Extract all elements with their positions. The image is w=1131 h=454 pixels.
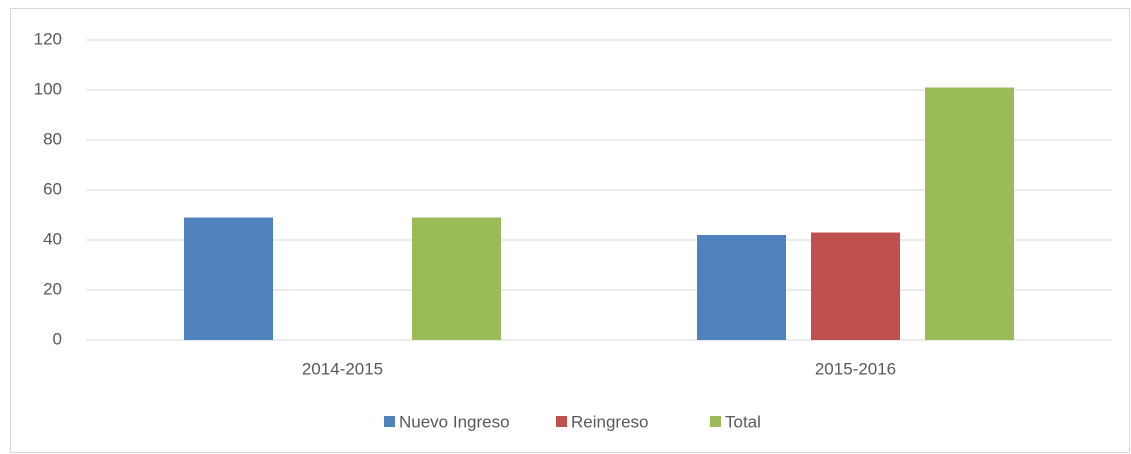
x-tick-label: 2015-2016 bbox=[815, 359, 896, 378]
bar bbox=[811, 232, 900, 340]
chart-frame bbox=[10, 8, 1130, 453]
bar bbox=[925, 87, 1014, 340]
legend-label: Nuevo Ingreso bbox=[399, 412, 510, 431]
legend-swatch bbox=[710, 416, 721, 427]
y-tick-label: 120 bbox=[34, 29, 62, 48]
y-tick-label: 0 bbox=[53, 329, 62, 348]
bar bbox=[412, 217, 501, 340]
legend-swatch bbox=[556, 416, 567, 427]
bar bbox=[697, 235, 786, 340]
y-tick-label: 80 bbox=[43, 129, 62, 148]
legend-label: Total bbox=[725, 412, 761, 431]
y-tick-label: 40 bbox=[43, 229, 62, 248]
x-tick-label: 2014-2015 bbox=[302, 359, 383, 378]
y-tick-label: 100 bbox=[34, 79, 62, 98]
y-tick-label: 20 bbox=[43, 279, 62, 298]
legend-label: Reingreso bbox=[571, 412, 649, 431]
legend-swatch bbox=[384, 416, 395, 427]
y-tick-label: 60 bbox=[43, 179, 62, 198]
bar bbox=[184, 217, 273, 340]
